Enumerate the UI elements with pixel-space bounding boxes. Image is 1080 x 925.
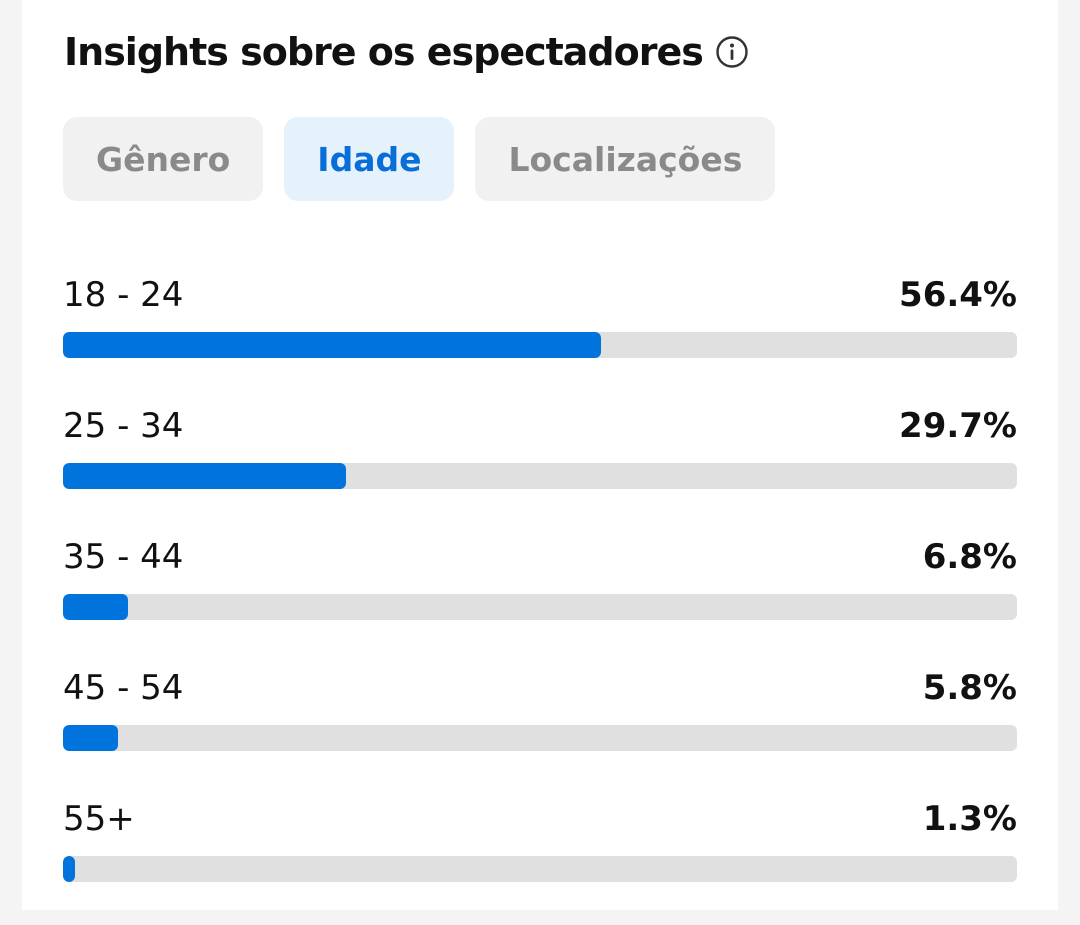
- progress-fill: [63, 725, 119, 751]
- age-range-label: 18 - 24: [63, 275, 184, 315]
- progress-fill: [63, 332, 602, 358]
- section-title: Insights sobre os espectadores: [64, 30, 704, 74]
- age-percentage: 6.8%: [922, 537, 1017, 577]
- tab-label: Localizações: [508, 139, 743, 179]
- age-range-label: 55+: [63, 799, 135, 839]
- age-row-18-24: 18 - 24 56.4%: [63, 270, 1017, 401]
- age-row-55-plus: 55+ 1.3%: [63, 794, 1017, 925]
- progress-fill: [63, 463, 347, 489]
- tab-genero[interactable]: Gênero: [63, 117, 264, 201]
- viewer-insights-card: Insights sobre os espectadores Gênero Id…: [22, 0, 1058, 910]
- tab-idade[interactable]: Idade: [284, 117, 455, 201]
- info-circle-icon[interactable]: [715, 35, 749, 69]
- progress-track: [63, 725, 1017, 751]
- insights-tabs: Gênero Idade Localizações: [63, 117, 776, 201]
- progress-track: [63, 594, 1017, 620]
- progress-track: [63, 332, 1017, 358]
- tab-label: Idade: [317, 139, 422, 179]
- age-row-35-44: 35 - 44 6.8%: [63, 532, 1017, 663]
- section-header: Insights sobre os espectadores: [64, 22, 749, 82]
- age-range-label: 35 - 44: [63, 537, 184, 577]
- age-percentage: 56.4%: [899, 275, 1017, 315]
- progress-track: [63, 463, 1017, 489]
- age-row-25-34: 25 - 34 29.7%: [63, 401, 1017, 532]
- age-percentage: 1.3%: [922, 799, 1017, 839]
- age-row-45-54: 45 - 54 5.8%: [63, 663, 1017, 794]
- age-range-label: 45 - 54: [63, 668, 184, 708]
- age-percentage: 29.7%: [899, 406, 1017, 446]
- progress-fill: [63, 594, 128, 620]
- progress-track: [63, 856, 1017, 882]
- progress-fill: [63, 856, 76, 882]
- age-breakdown-list: 18 - 24 56.4% 25 - 34 29.7% 35 - 44 6.8%: [63, 270, 1017, 925]
- tab-localizacoes[interactable]: Localizações: [475, 117, 776, 201]
- age-range-label: 25 - 34: [63, 406, 184, 446]
- tab-label: Gênero: [96, 139, 231, 179]
- age-percentage: 5.8%: [922, 668, 1017, 708]
